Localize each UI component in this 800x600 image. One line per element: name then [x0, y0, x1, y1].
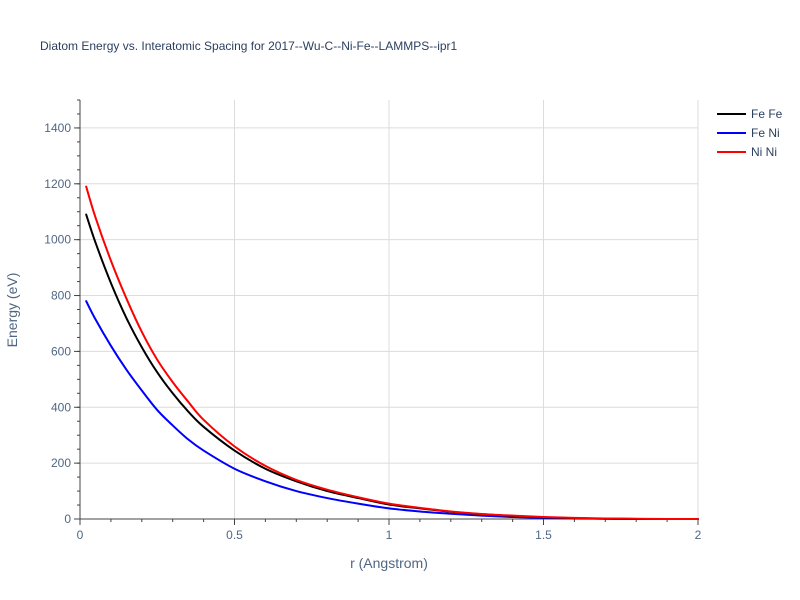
y-axis-title: Energy (eV) — [4, 273, 20, 348]
series-line-ni-ni — [85, 185, 699, 521]
y-tick-label: 0 — [64, 512, 71, 526]
legend-label-ni-ni[interactable]: Ni Ni — [751, 145, 777, 159]
x-tick-label: 1.5 — [535, 528, 552, 542]
series-lines — [85, 185, 699, 521]
y-tick-label: 800 — [51, 289, 71, 303]
legend[interactable]: Fe Fe Fe Ni Ni Ni — [717, 107, 783, 159]
legend-label-fe-fe[interactable]: Fe Fe — [751, 107, 783, 121]
y-tick-label: 1400 — [44, 121, 71, 135]
y-tick-label: 1200 — [44, 177, 71, 191]
y-tick-label: 400 — [51, 400, 71, 414]
x-tick-label: 0 — [77, 528, 84, 542]
y-tick-label: 1000 — [44, 233, 71, 247]
x-tick-label: 1 — [386, 528, 393, 542]
y-tick-label: 600 — [51, 344, 71, 358]
axes: 0 200 400 600 800 1000 1200 1400 0 0.5 1 1.5 2 — [44, 99, 702, 542]
legend-label-fe-ni[interactable]: Fe Ni — [751, 126, 780, 140]
y-tick-label: 200 — [51, 456, 71, 470]
chart-title: Diatom Energy vs. Interatomic Spacing fo… — [40, 39, 458, 53]
x-tick-label: 0.5 — [226, 528, 243, 542]
grid — [80, 100, 699, 519]
x-axis-title: r (Angstrom) — [350, 555, 428, 571]
x-tick-label: 2 — [695, 528, 702, 542]
